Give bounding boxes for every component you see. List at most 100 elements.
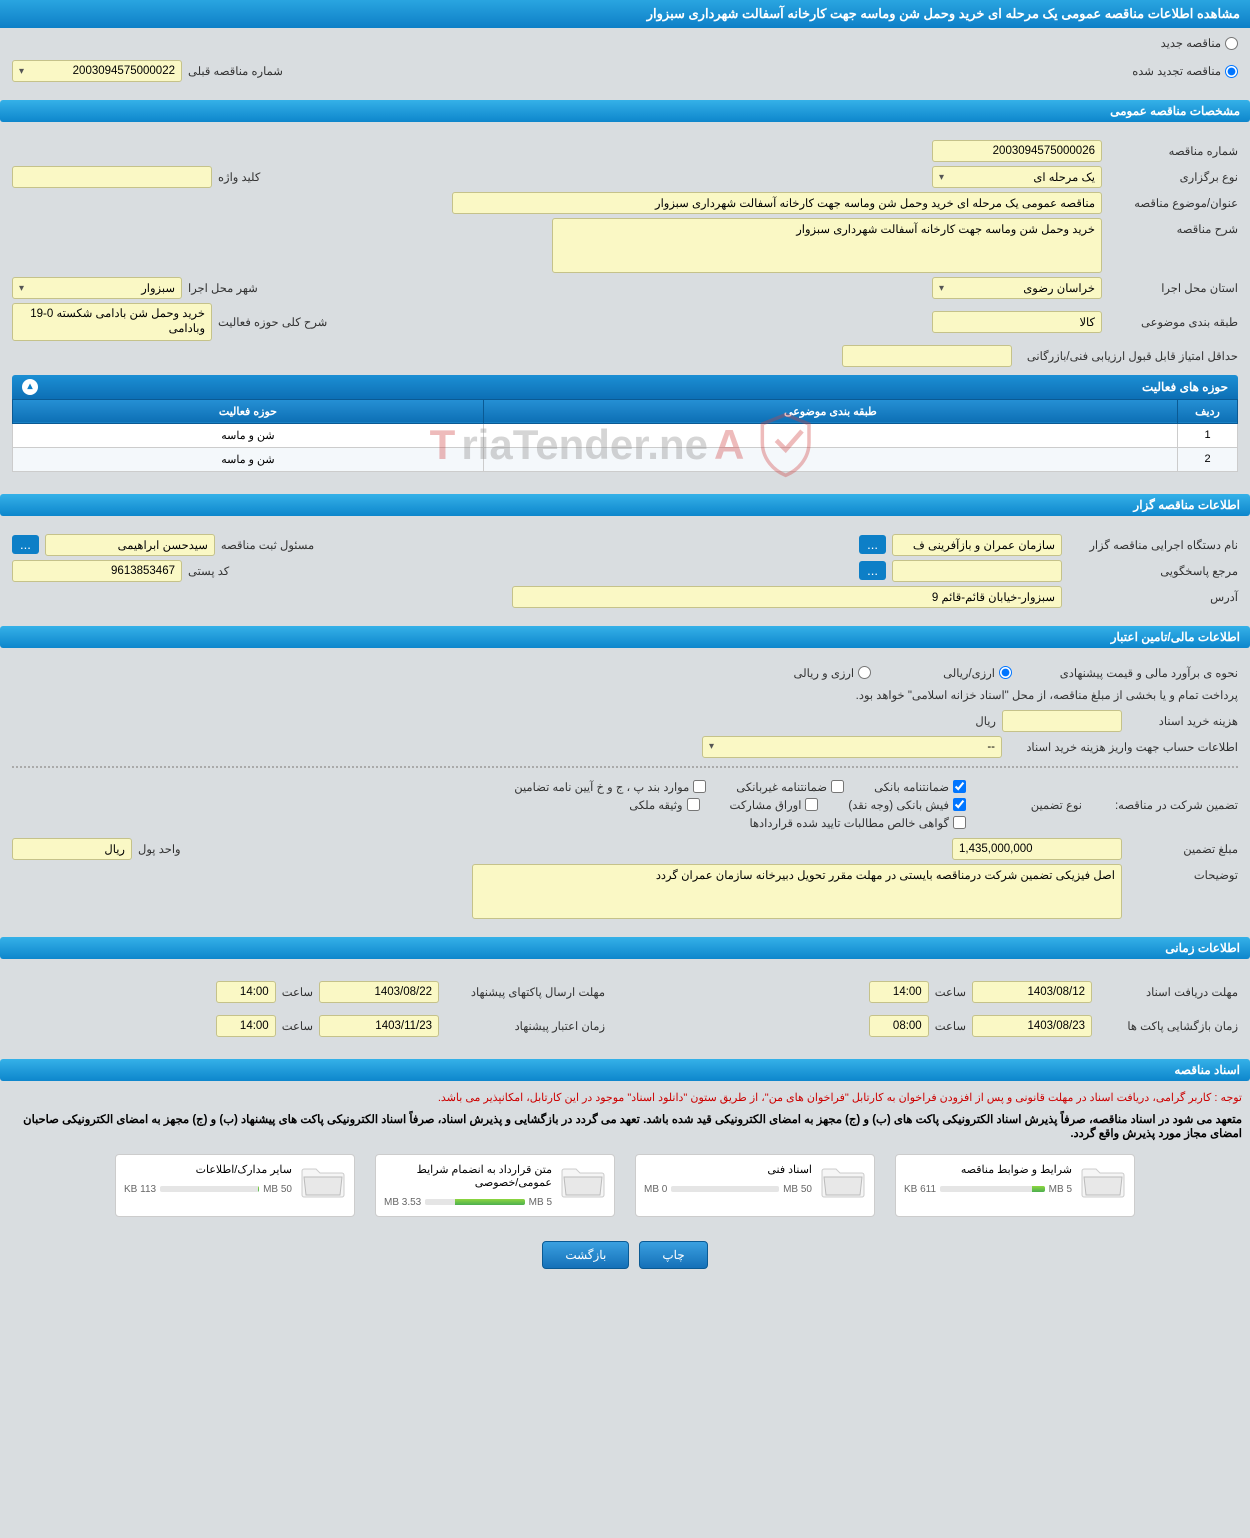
city-select[interactable]: سبزوار▾ (12, 277, 182, 299)
doc-used: 0 MB (644, 1184, 667, 1195)
guarantee-label: تضمین شرکت در مناقصه: (1088, 798, 1238, 812)
open-label: زمان بازگشایی پاکت ها (1098, 1019, 1238, 1033)
gt-property-checkbox[interactable] (687, 798, 700, 811)
doc-card[interactable]: سایر مدارک/اطلاعات 50 MB 113 KB (115, 1154, 355, 1217)
account-info-label: اطلاعات حساب جهت واریز هزینه خرید اسناد (1008, 740, 1238, 754)
notes-field[interactable]: اصل فیزیکی تضمین شرکت درمناقصه بایستی در… (472, 864, 1122, 919)
tender-number-value: 2003094575000026 (993, 145, 1095, 157)
gt-nonbank-checkbox[interactable] (831, 780, 844, 793)
cell-n: 1 (1178, 423, 1238, 447)
page-title: مشاهده اطلاعات مناقصه عمومی یک مرحله ای … (0, 0, 1250, 28)
keyword-label: کلید واژه (218, 170, 260, 184)
agency-more-button[interactable]: ... (859, 535, 886, 554)
amount-field[interactable]: 1,435,000,000 (952, 838, 1122, 860)
collapse-icon[interactable]: ▴ (22, 379, 38, 395)
responsible-more-button[interactable]: ... (12, 535, 39, 554)
doc-progress-bar (160, 1186, 259, 1192)
gt-securities-checkbox[interactable] (805, 798, 818, 811)
doc-cost-field[interactable] (1002, 710, 1122, 732)
folder-icon (1080, 1163, 1126, 1199)
col-scope: حوزه فعالیت (13, 399, 484, 423)
doc-card[interactable]: متن قرارداد به انضمام شرایط عمومی/خصوصی … (375, 1154, 615, 1217)
contact-field[interactable] (892, 560, 1062, 582)
section-time-header: اطلاعات زمانی (0, 937, 1250, 959)
postcode-label: کد پستی (188, 564, 229, 578)
gt-bank-checkbox[interactable] (953, 780, 966, 793)
doc-title: متن قرارداد به انضمام شرایط عمومی/خصوصی (384, 1163, 552, 1189)
gt-fish-checkbox[interactable] (953, 798, 966, 811)
postcode-field[interactable]: 9613853467 (12, 560, 182, 582)
notes-label: توضیحات (1128, 864, 1238, 882)
section-general-header: مشخصات مناقصه عمومی (0, 100, 1250, 122)
contact-more-button[interactable]: ... (859, 561, 886, 580)
chevron-down-icon: ▾ (19, 66, 24, 77)
scope-field[interactable]: خرید وحمل شن بادامی شکسته 0-19 وبادامی (12, 303, 212, 341)
address-label: آدرس (1068, 590, 1238, 604)
section-finance-header: اطلاعات مالی/تامین اعتبار (0, 626, 1250, 648)
doc-title: شرایط و ضوابط مناقصه (904, 1163, 1072, 1176)
province-value: خراسان رضوی (1023, 281, 1095, 295)
hour-label-2: ساعت (282, 985, 313, 999)
guarantee-type-label: نوع تضمین (1012, 798, 1082, 812)
receive-date-field[interactable]: 1403/08/12 (972, 981, 1092, 1003)
province-select[interactable]: خراسان رضوی▾ (932, 277, 1102, 299)
agency-label: نام دستگاه اجرایی مناقصه گزار (1068, 538, 1238, 552)
validity-time-value: 14:00 (240, 1020, 269, 1032)
cell-n: 2 (1178, 447, 1238, 471)
category-field[interactable]: کالا (932, 311, 1102, 333)
rial-radio[interactable] (999, 666, 1012, 679)
doc-total: 5 MB (1049, 1184, 1072, 1195)
unit-value: ریال (104, 842, 125, 856)
cell-cat (483, 447, 1177, 471)
gt-certificate-checkbox[interactable] (953, 816, 966, 829)
doc-progress-bar (425, 1199, 524, 1205)
tender-type-radio-group: مناقصه جدید مناقصه تجدید شده شماره مناقص… (12, 36, 1238, 86)
send-time-value: 14:00 (240, 986, 269, 998)
address-value: سبزوار-خیابان قائم-قائم 9 (932, 590, 1055, 604)
title-value: مناقصه عمومی یک مرحله ای خرید وحمل شن وم… (655, 196, 1095, 210)
validity-date-field[interactable]: 1403/11/23 (319, 1015, 439, 1037)
print-button[interactable]: چاپ (639, 1241, 707, 1269)
send-date-field[interactable]: 1403/08/22 (319, 981, 439, 1003)
holding-type-select[interactable]: یک مرحله ای▾ (932, 166, 1102, 188)
gt-regs-checkbox[interactable] (693, 780, 706, 793)
doc-cost-label: هزینه خرید اسناد (1128, 714, 1238, 728)
gt-securities-label: اوراق مشارکت (730, 798, 802, 812)
chevron-down-icon: ▾ (709, 741, 714, 752)
doc-used: 611 KB (904, 1184, 936, 1195)
prev-number-select[interactable]: 2003094575000022▾ (12, 60, 182, 82)
hour-label-3: ساعت (935, 1019, 966, 1033)
gt-property-label: وثیقه ملکی (629, 798, 682, 812)
gt-bank-label: ضمانتنامه بانکی (874, 780, 949, 794)
send-time-field[interactable]: 14:00 (216, 981, 276, 1003)
renewed-tender-radio[interactable] (1225, 65, 1238, 78)
title-field[interactable]: مناقصه عمومی یک مرحله ای خرید وحمل شن وم… (452, 192, 1102, 214)
doc-total: 50 MB (263, 1184, 292, 1195)
validity-time-field[interactable]: 14:00 (216, 1015, 276, 1037)
col-cat: طبقه بندی موضوعی (483, 399, 1177, 423)
currency-radio[interactable] (858, 666, 871, 679)
account-info-select[interactable]: -- ▾ (702, 736, 1002, 758)
unit-field: ریال (12, 838, 132, 860)
open-date-field[interactable]: 1403/08/23 (972, 1015, 1092, 1037)
note-red: توجه : کاربر گرامی، دریافت اسناد در مهلت… (0, 1087, 1250, 1108)
doc-used: 113 KB (124, 1184, 156, 1195)
doc-card[interactable]: شرایط و ضوابط مناقصه 5 MB 611 KB (895, 1154, 1135, 1217)
open-time-field[interactable]: 08:00 (869, 1015, 929, 1037)
account-info-value: -- (987, 741, 995, 753)
back-button[interactable]: بازگشت (542, 1241, 629, 1269)
doc-card[interactable]: اسناد فنی 50 MB 0 MB (635, 1154, 875, 1217)
address-field[interactable]: سبزوار-خیابان قائم-قائم 9 (512, 586, 1062, 608)
cell-scope: شن و ماسه (13, 423, 484, 447)
min-score-label: حداقل امتیاز قابل قبول ارزیابی فنی/بازرگ… (1018, 349, 1238, 363)
section-docs-header: اسناد مناقصه (0, 1059, 1250, 1081)
new-tender-radio[interactable] (1225, 37, 1238, 50)
responsible-label: مسئول ثبت مناقصه (221, 538, 314, 552)
open-date-value: 1403/08/23 (1027, 1020, 1085, 1032)
keyword-field[interactable] (12, 166, 212, 188)
receive-time-field[interactable]: 14:00 (869, 981, 929, 1003)
min-score-field[interactable] (842, 345, 1012, 367)
activity-table: ردیف طبقه بندی موضوعی حوزه فعالیت 1شن و … (12, 399, 1238, 472)
currency-option-label: ارزی و ریالی (794, 666, 855, 680)
desc-field[interactable]: خرید وحمل شن وماسه جهت کارخانه آسفالت شه… (552, 218, 1102, 273)
